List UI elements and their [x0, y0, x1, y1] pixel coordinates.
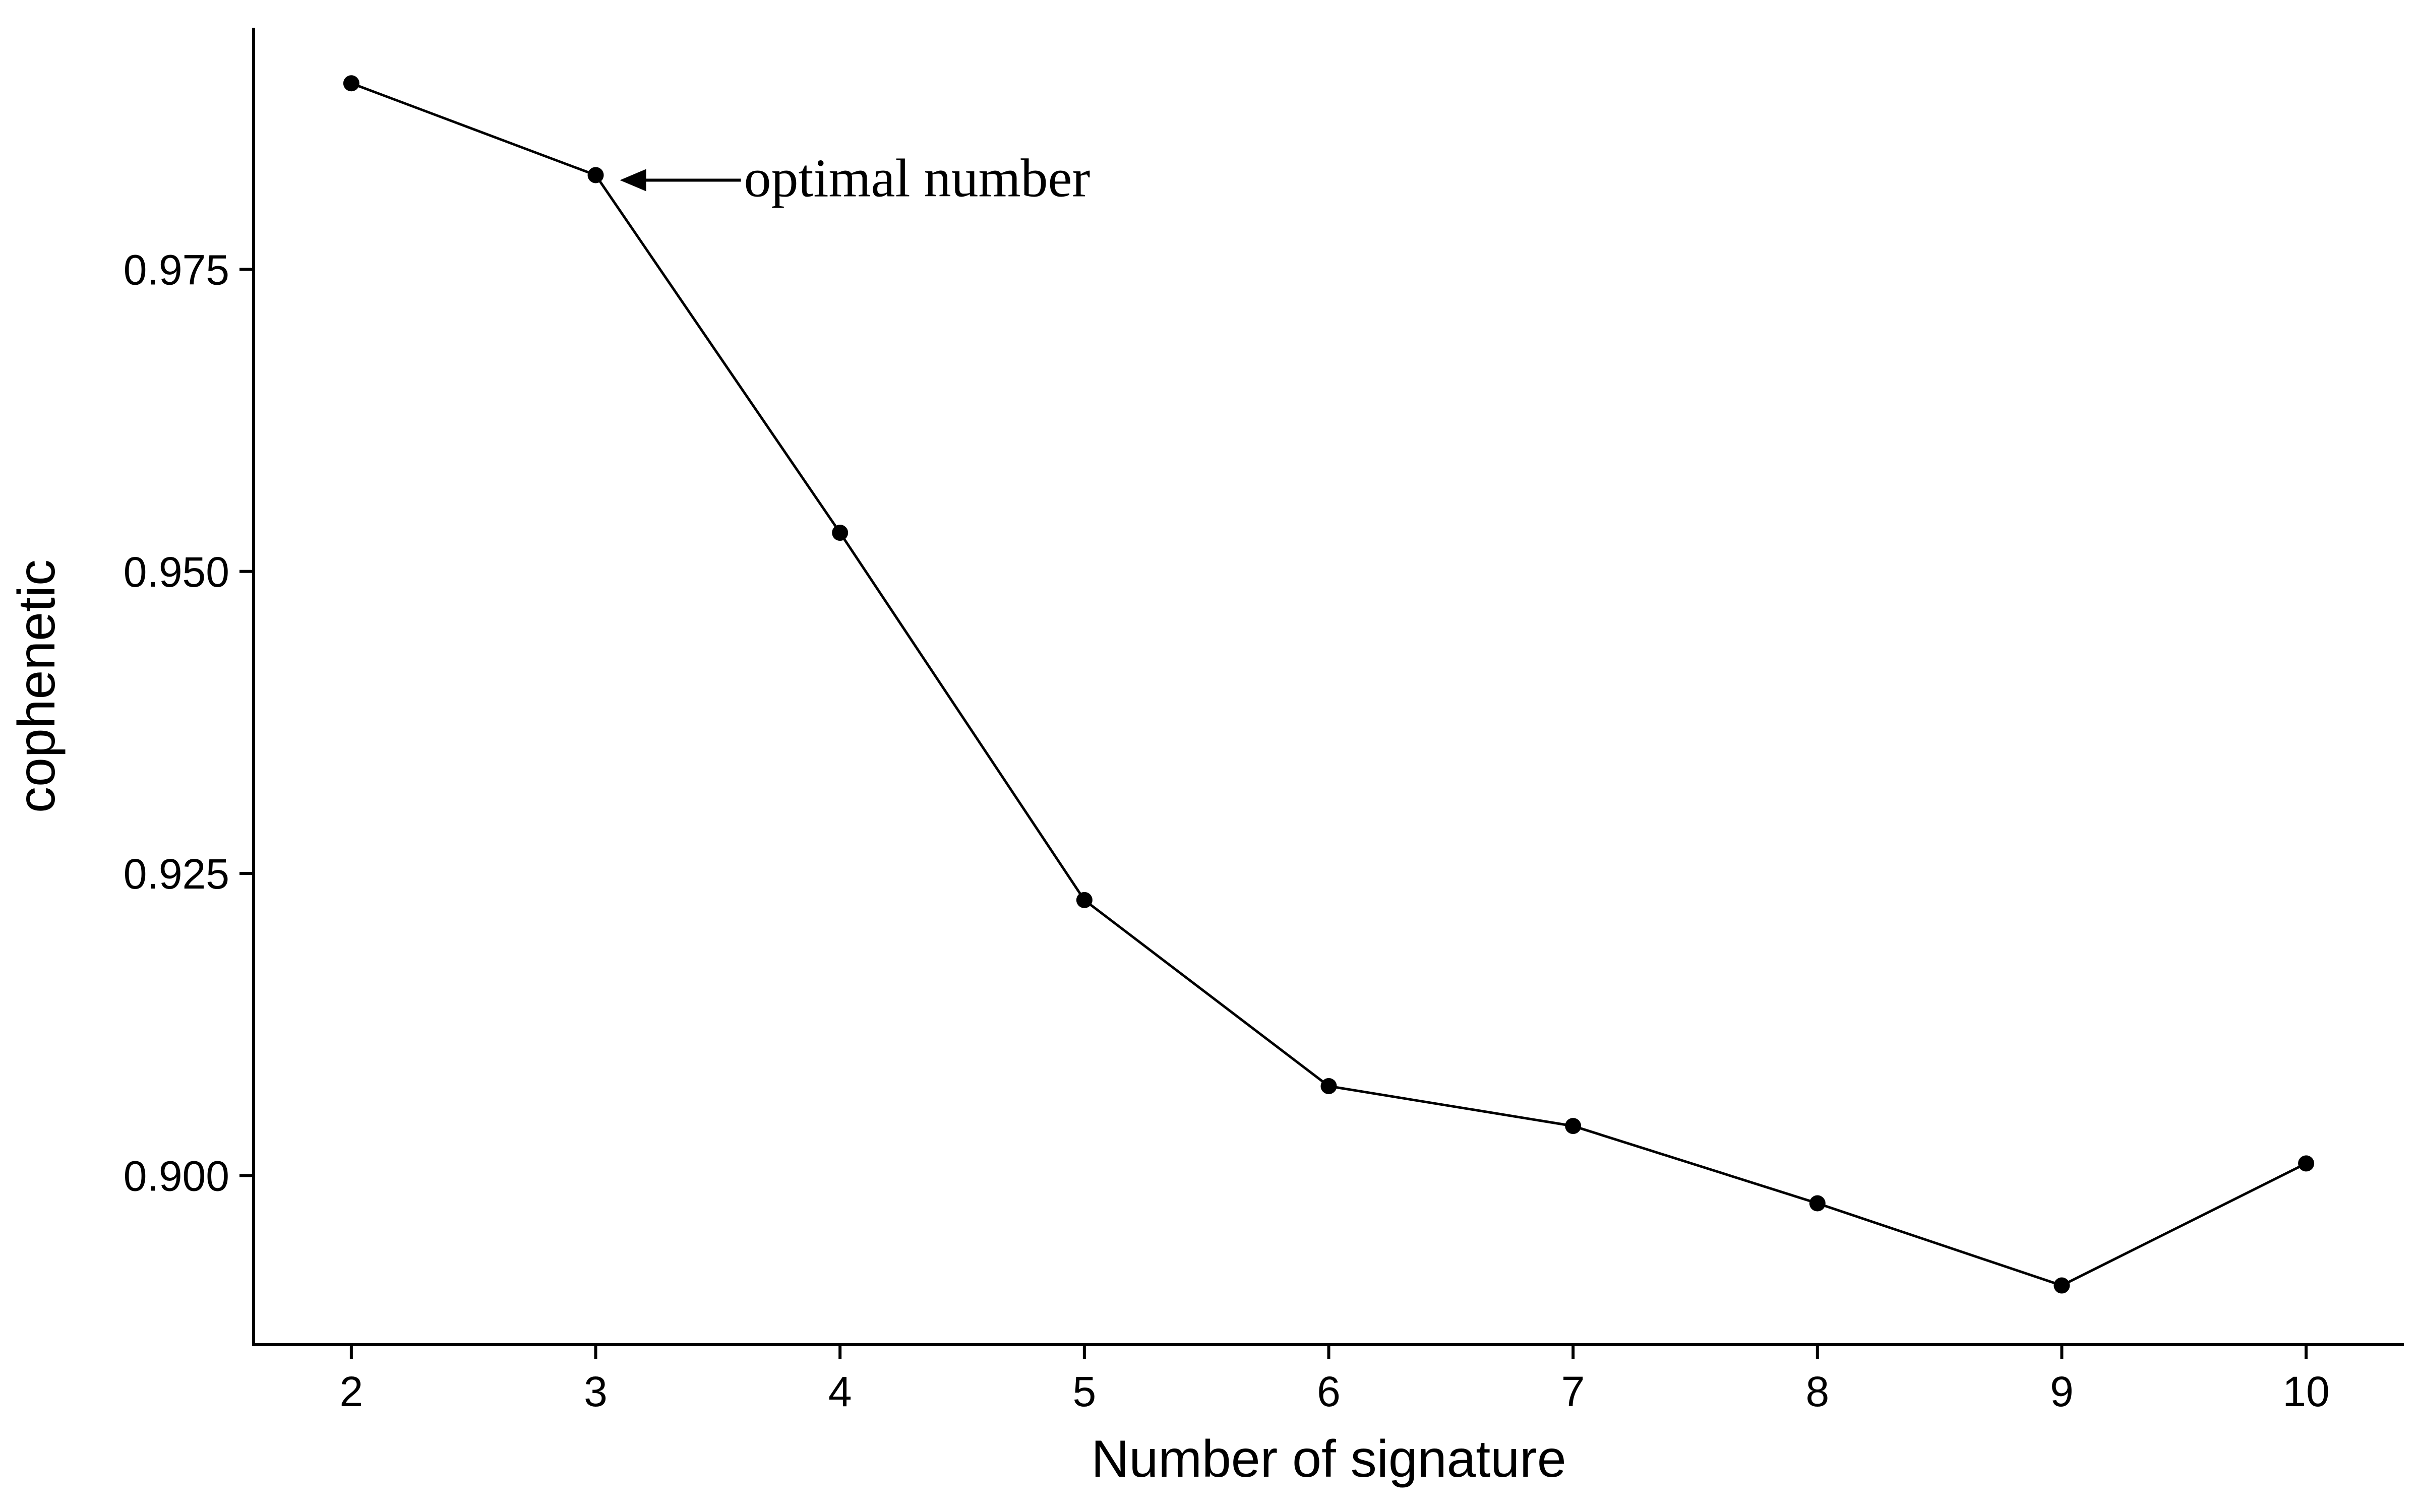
data-point	[343, 75, 359, 92]
data-point	[1809, 1195, 1826, 1212]
data-point	[832, 525, 849, 541]
y-tick-label: 0.975	[124, 246, 229, 293]
annotation-label: optimal number	[744, 148, 1091, 208]
x-tick-label: 9	[2050, 1368, 2074, 1415]
data-point	[1320, 1078, 1337, 1094]
plot-area: 2 3 4 5 6 7 8 9 10 0.900 0.925 0.950 0.975 optimal nu…	[124, 28, 2404, 1415]
series-line	[350, 82, 2307, 1287]
x-tick-label: 3	[584, 1368, 608, 1415]
y-tick-label: 0.925	[124, 850, 229, 898]
data-point	[1076, 892, 1093, 908]
data-point	[587, 167, 604, 183]
x-tick-label: 10	[2282, 1368, 2329, 1415]
x-axis-title: Number of signature	[1091, 1430, 1566, 1488]
x-tick-label: 6	[1317, 1368, 1341, 1415]
x-tick-label: 4	[828, 1368, 852, 1415]
annotation-arrow-head	[620, 169, 646, 192]
x-tick-label: 2	[340, 1368, 364, 1415]
x-tick-label: 5	[1072, 1368, 1096, 1415]
x-tick-label: 7	[1561, 1368, 1585, 1415]
data-point	[2053, 1277, 2070, 1294]
y-tick-label: 0.900	[124, 1152, 229, 1200]
data-point	[1565, 1118, 1582, 1135]
y-axis-title: cophenetic	[8, 559, 66, 813]
data-point	[2298, 1155, 2315, 1172]
x-tick-label: 8	[1805, 1368, 1829, 1415]
y-tick-label: 0.950	[124, 548, 229, 596]
